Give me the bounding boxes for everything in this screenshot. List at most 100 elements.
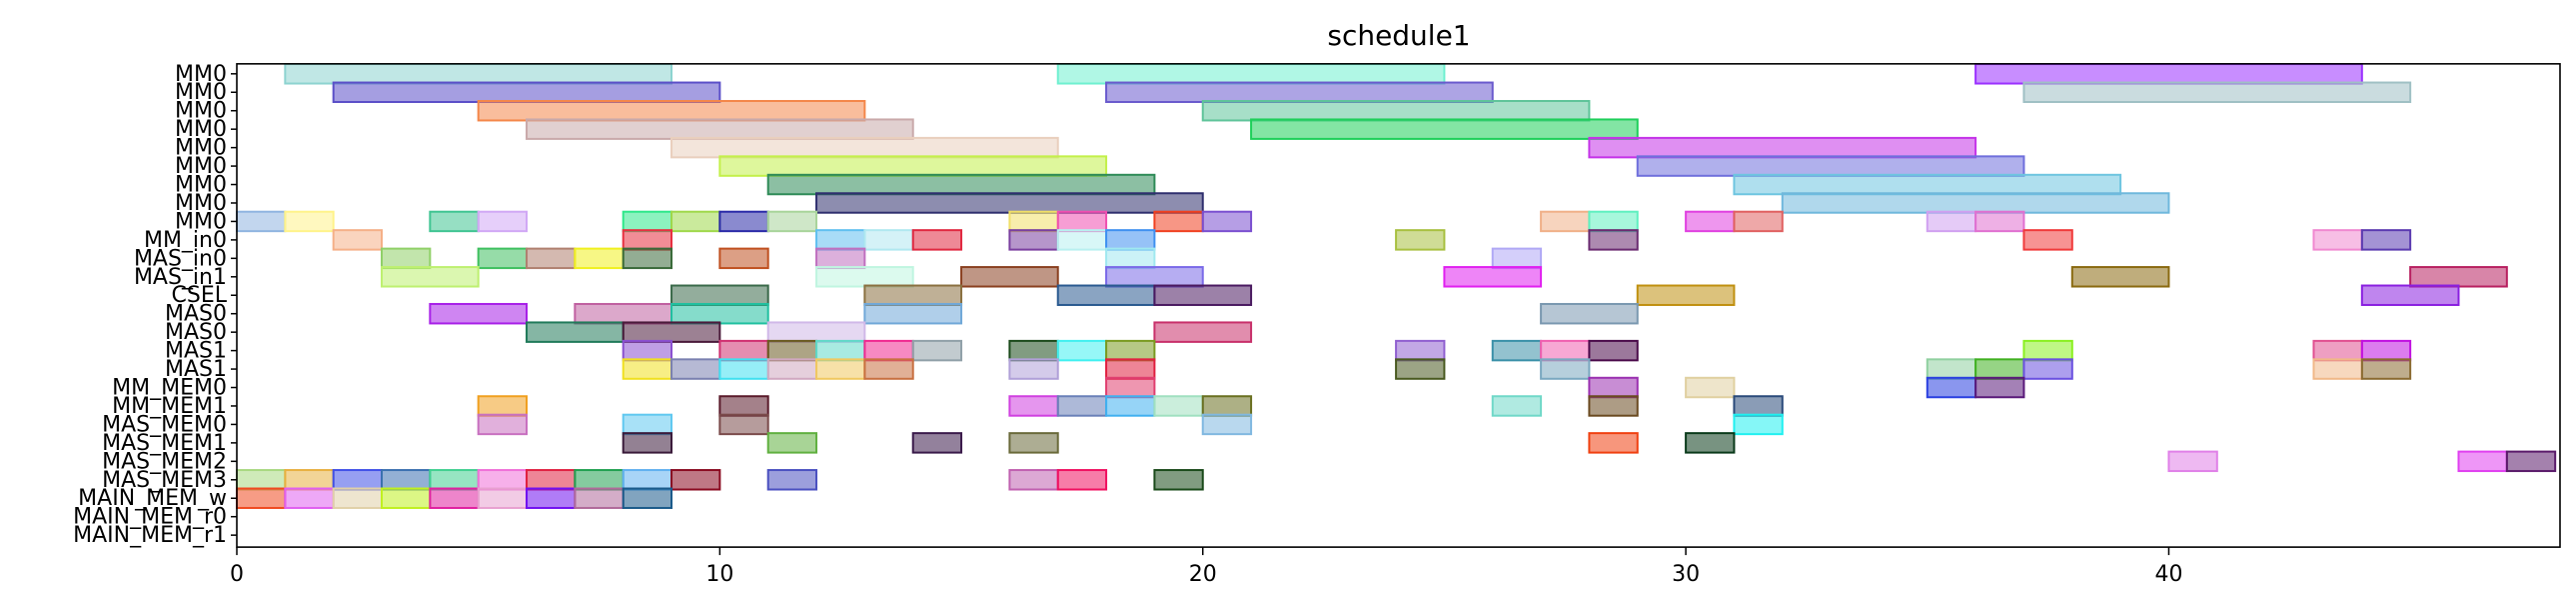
y-tick-label: MAIN_MEM_w <box>78 486 227 511</box>
task-bar <box>381 487 432 509</box>
task-bar <box>1008 395 1059 417</box>
task-bar <box>1153 321 1253 343</box>
task-bar <box>1153 395 1204 417</box>
task-bar <box>1008 358 1059 380</box>
task-bar <box>1733 173 2122 196</box>
task-bar <box>429 469 480 491</box>
task-bar <box>526 321 625 343</box>
task-bar <box>526 469 577 491</box>
task-bar <box>1733 210 1784 233</box>
task-bar <box>284 210 335 233</box>
task-bar <box>477 487 529 509</box>
task-bar <box>2022 229 2073 251</box>
y-tick-label: MAIN_MEM_r1 <box>73 523 227 548</box>
task-bar <box>429 302 529 325</box>
task-bar <box>718 155 1108 177</box>
y-tick-label: MAS0 <box>165 320 227 345</box>
x-axis-ticks: 0 10 20 30 40 <box>230 547 2182 587</box>
task-bar <box>1491 395 1543 417</box>
task-bar <box>1056 469 1108 491</box>
task-bar <box>863 339 914 362</box>
y-tick-label: MAS_in1 <box>134 265 227 290</box>
task-bar <box>477 210 529 233</box>
y-tick-label: MM0 <box>175 209 227 234</box>
task-bar <box>1105 358 1156 380</box>
task-bar <box>1974 376 2025 399</box>
task-bar <box>1056 339 1108 362</box>
task-bar <box>1974 63 2363 85</box>
task-bar <box>1008 432 1059 454</box>
task-bar <box>1588 395 1639 417</box>
y-tick-label: MM0 <box>175 154 227 179</box>
task-bar <box>1201 395 1253 417</box>
x-tick-label: 40 <box>2154 562 2182 587</box>
task-bar <box>1056 284 1156 306</box>
task-bar <box>2360 358 2412 380</box>
task-bar <box>1588 210 1639 233</box>
task-bar <box>1250 118 1639 140</box>
chart-title: schedule1 <box>1327 19 1470 52</box>
task-bar <box>2312 358 2363 380</box>
y-tick-label: MM0 <box>175 117 227 142</box>
task-bar <box>766 210 818 233</box>
y-tick-label: MM0 <box>175 136 227 161</box>
task-bar <box>670 210 721 233</box>
task-bar <box>1105 247 1156 270</box>
task-bar <box>718 395 769 417</box>
y-tick-label: MM_in0 <box>144 228 227 253</box>
task-bar <box>1008 229 1059 251</box>
task-bar <box>766 321 866 343</box>
task-bar <box>718 247 769 270</box>
task-bar <box>622 413 673 436</box>
x-tick-label: 20 <box>1189 562 1217 587</box>
task-bar <box>766 173 1156 196</box>
task-bar <box>1926 210 1977 233</box>
task-bar <box>1395 339 1446 362</box>
task-bar <box>332 229 384 251</box>
task-bar <box>2360 229 2412 251</box>
task-bar <box>2360 339 2412 362</box>
task-bar <box>1105 266 1204 288</box>
task-bar <box>622 321 721 343</box>
task-bar <box>1008 210 1059 233</box>
task-bar <box>622 210 673 233</box>
task-bar <box>1056 229 1108 251</box>
y-tick-label: MAS_in0 <box>134 246 227 271</box>
task-bar <box>381 247 432 270</box>
task-bar <box>1153 284 1253 306</box>
task-bar <box>2022 358 2073 380</box>
task-bar <box>1008 339 1059 362</box>
task-bar <box>1733 395 1784 417</box>
y-tick-label: MM_MEM0 <box>112 376 227 401</box>
task-bar <box>718 339 769 362</box>
task-bar <box>2070 266 2170 288</box>
task-bar <box>622 339 673 362</box>
task-bar <box>1105 395 1156 417</box>
y-tick-label: MAS_MEM2 <box>102 449 227 474</box>
task-bar <box>1105 81 1494 103</box>
task-bar <box>574 247 625 270</box>
task-bar <box>815 358 866 380</box>
task-bar <box>332 487 384 509</box>
y-tick-label: MAIN_MEM_r0 <box>73 505 227 530</box>
task-bar <box>1201 413 1253 436</box>
task-bar <box>381 469 432 491</box>
task-bar <box>1540 210 1591 233</box>
x-tick-label: 10 <box>705 562 733 587</box>
task-bar <box>2409 266 2508 288</box>
task-bar <box>236 210 287 233</box>
y-tick-label: MM_MEM1 <box>112 394 227 419</box>
task-bar <box>911 432 963 454</box>
task-bar <box>1395 358 1446 380</box>
task-bar <box>284 469 335 491</box>
task-bar <box>622 469 673 491</box>
y-tick-label: MM0 <box>175 99 227 124</box>
task-bar <box>429 210 480 233</box>
task-bar <box>766 358 818 380</box>
task-bar <box>622 229 673 251</box>
task-bar <box>477 99 866 122</box>
task-bar <box>863 284 963 306</box>
task-bar <box>2312 339 2363 362</box>
task-bar <box>622 487 673 509</box>
task-bar <box>2167 450 2218 473</box>
